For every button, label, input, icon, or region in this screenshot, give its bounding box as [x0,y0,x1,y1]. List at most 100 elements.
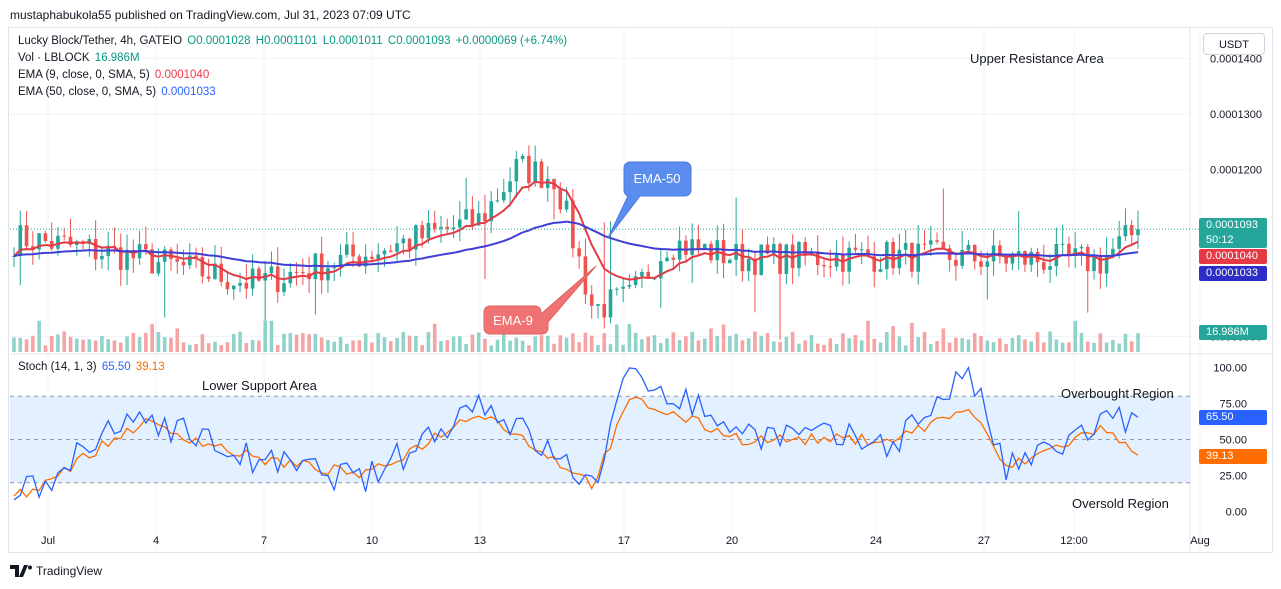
volume-bar [960,338,964,352]
volume-bar [972,333,977,352]
volume-bar [533,336,537,352]
volume-bar [564,337,569,352]
volume-bar [728,335,732,352]
volume-bar [332,341,337,352]
candle-body [56,235,60,249]
volume-bar [401,331,406,352]
volume-bar [68,336,73,352]
stoch-d-tag: 39.13 [1199,449,1267,464]
volume-bar [828,338,833,352]
volume-bar [313,333,318,352]
candle-body [269,266,274,274]
volume-bar [778,342,782,352]
candle-body [954,259,958,266]
ema50-label[interactable]: EMA (50, close, 0, SMA, 5) [18,86,157,98]
candle-body [841,254,845,272]
candle-body [527,155,531,184]
time-tick-label: 10 [366,535,378,547]
ema50-callout-bubble [607,161,692,239]
volume-bar [1092,342,1096,352]
candle-body [275,266,280,293]
candle-body [1029,251,1034,265]
currency-button[interactable]: USDT [1203,33,1265,55]
volume-bar [671,332,676,352]
candle-body [200,257,205,277]
candle-body [1073,248,1078,257]
volume-bar [200,334,205,352]
candle-body [897,249,902,269]
overbought-label: Overbought Region [1061,386,1174,401]
volume-bar [1079,333,1084,352]
candle-body [998,245,1002,257]
volume-bar [520,340,525,352]
stoch-k-tag: 65.50 [1199,410,1267,425]
last-price-tag: 0.0001093 50:12 [1199,218,1267,248]
symbol-title[interactable]: Lucky Block/Tether, 4h, GATEIO [18,35,183,47]
volume-bar [269,320,274,352]
volume-bar [589,335,594,352]
tradingview-logo-icon [10,565,32,577]
ema9-label[interactable]: EMA (9, close, 0, SMA, 5) [18,69,150,81]
tradingview-footer[interactable]: TradingView [10,564,102,578]
volume-bar [947,342,952,352]
candle-body [1085,246,1090,272]
volume-bar [916,337,921,352]
volume-bar [144,332,148,352]
volume-bar [991,342,996,352]
candle-body [1004,256,1008,264]
volume-bar [859,340,864,352]
candle-body [671,257,676,260]
volume-bar [458,336,462,352]
volume-bar [771,341,776,352]
candle-body [395,243,399,252]
candle-body [1016,251,1021,255]
candle-body [188,255,192,266]
volume-bar [345,343,349,352]
candle-body [1111,248,1115,257]
volume-bar [552,343,556,352]
volume-bar [834,344,839,352]
candle-body [1098,256,1103,274]
volume-bar [87,339,92,352]
volume-bar [319,337,324,352]
volume-bar [1035,332,1040,352]
candle-body [18,225,23,256]
volume-bar [288,333,293,352]
volume-bar [1067,342,1071,352]
candle-body [646,271,651,279]
candle-body [282,283,286,293]
candle-body [1123,225,1128,237]
volume-bar [37,320,41,352]
candle-body [213,263,217,279]
candle-body [476,213,481,226]
volume-bar [213,341,217,352]
volume-bar [489,345,494,352]
ema50-legend: EMA (50, close, 0, SMA, 5) 0.0001033 [18,86,218,98]
volume-bar [225,342,230,352]
volume-bar [558,335,563,352]
candle-body [558,189,563,210]
volume-label[interactable]: Vol · LBLOCK [18,52,90,64]
volume-bar [527,345,531,352]
volume-bar [1129,341,1134,352]
candle-body [602,304,607,318]
time-tick-label: 27 [978,535,990,547]
volume-bar [363,333,368,352]
volume-bar [803,340,807,352]
candle-body [1079,246,1084,249]
time-tick-label: 4 [153,535,159,547]
candle-body [872,256,877,272]
candle-body [577,248,581,257]
volume-bar [658,343,663,352]
candle-body [43,233,48,241]
candle-body [859,249,864,251]
ema50-callout-text: EMA-50 [634,171,681,186]
time-tick-label: 13 [474,535,486,547]
candle-body [458,219,462,228]
stoch-label[interactable]: Stoch (14, 1, 3) [18,361,97,373]
candle-body [257,268,261,281]
candle-body [326,268,330,281]
candle-body [206,276,211,279]
